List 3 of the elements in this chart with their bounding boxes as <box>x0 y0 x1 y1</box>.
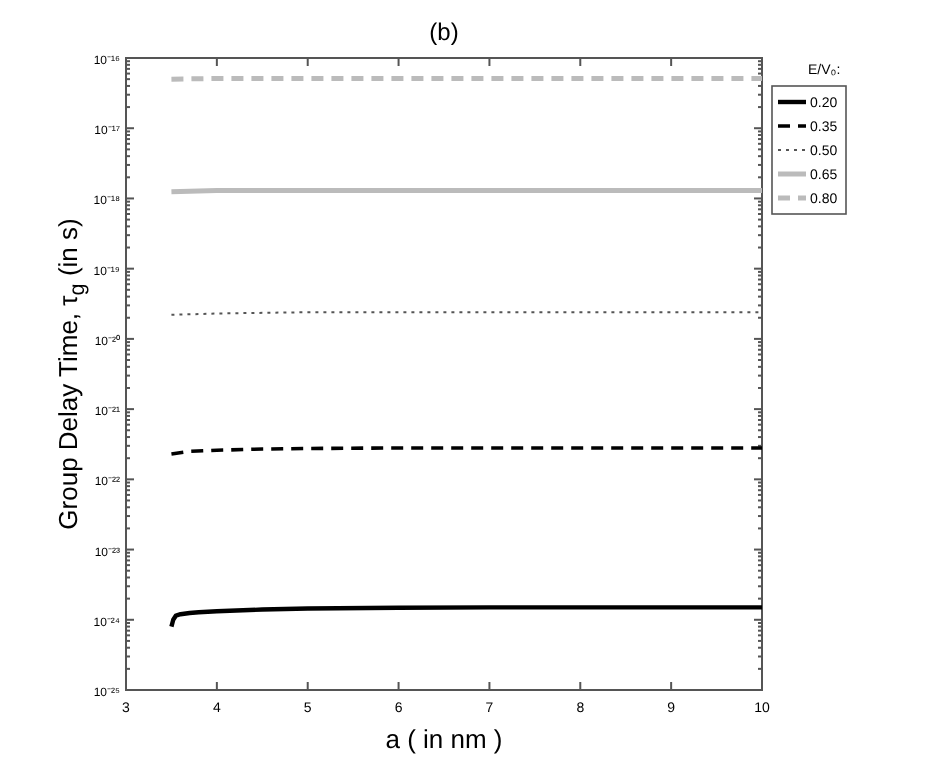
line-series <box>169 605 765 629</box>
x-axis-title: a ( in nm ) <box>385 724 503 754</box>
chart-title: (b) <box>429 18 459 46</box>
